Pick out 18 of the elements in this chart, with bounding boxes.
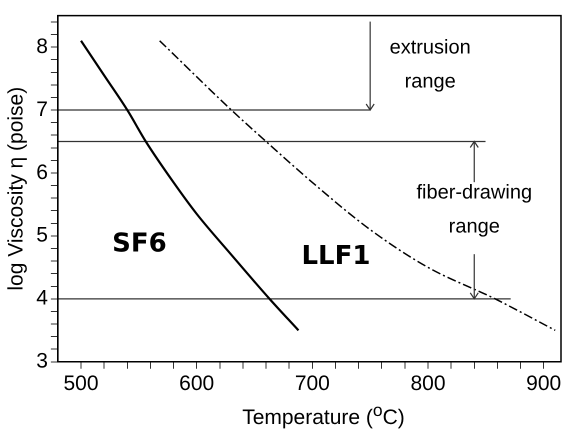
x-tick-label: 900 xyxy=(526,372,562,396)
x-axis-title: Temperature ($^{o}$C) xyxy=(241,400,406,430)
x-tick-label: 500 xyxy=(63,372,99,396)
y-tick-label: 6 xyxy=(36,160,48,184)
y-tick-label: 8 xyxy=(36,34,48,58)
y-axis-title: log Viscosity η (poise) xyxy=(4,86,28,291)
y-tick-label: 5 xyxy=(36,224,48,247)
series-label: SF6 xyxy=(112,228,167,259)
x-tick-label: 800 xyxy=(410,372,446,396)
y-tick-label: 7 xyxy=(36,98,48,121)
y-tick-label: 4 xyxy=(36,286,48,310)
x-tick-label: 600 xyxy=(179,372,214,396)
line-series xyxy=(80,40,300,332)
y-tick-label: 3 xyxy=(36,350,48,373)
annotation: fiber-drawing range xyxy=(416,182,532,238)
annotation: extrusion range xyxy=(390,36,471,92)
series-label: LLF1 xyxy=(301,241,370,272)
x-tick-label: 700 xyxy=(294,372,330,396)
